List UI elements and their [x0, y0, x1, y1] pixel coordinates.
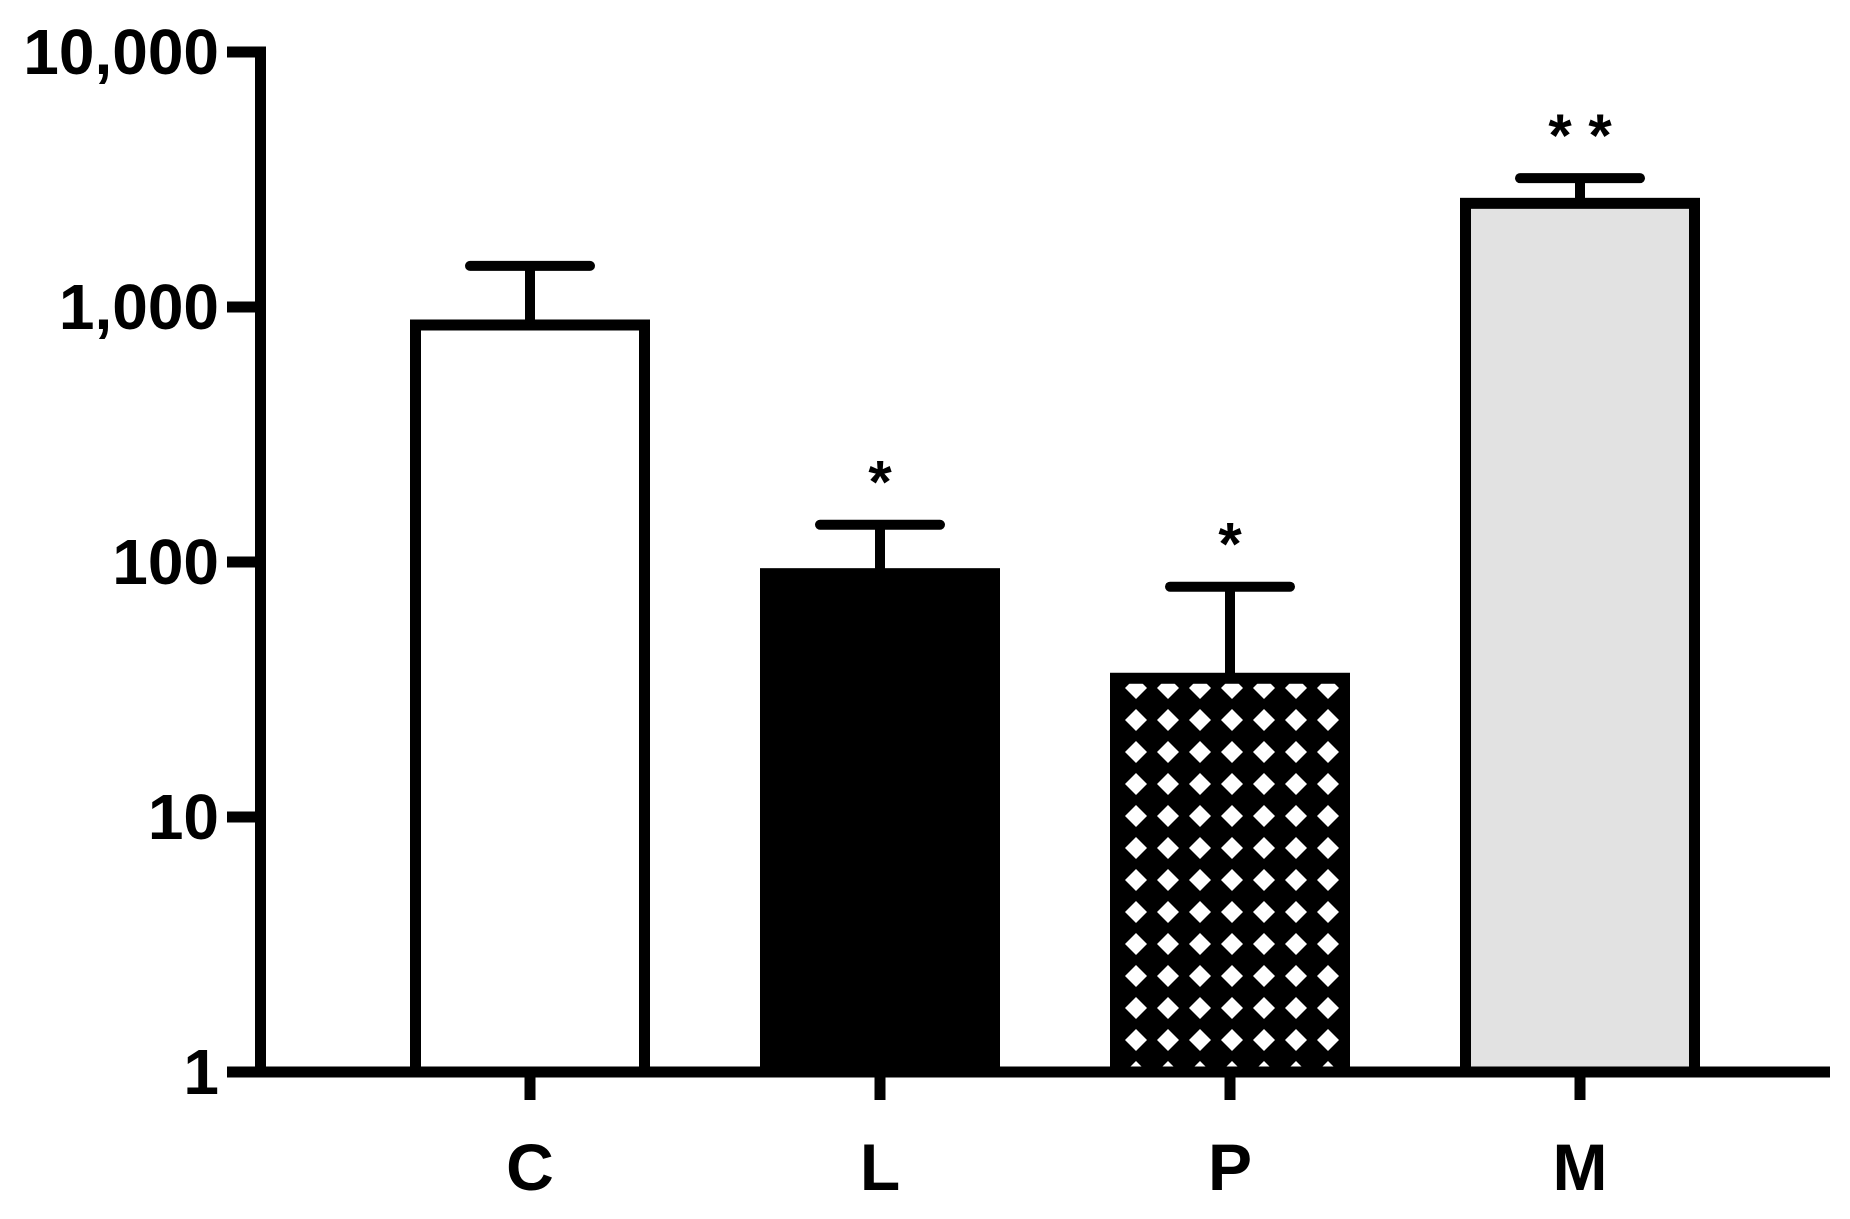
- y-tick-label-100: 100: [112, 526, 219, 598]
- y-tick-label-10: 10: [148, 781, 219, 853]
- x-tick-label-p: P: [1208, 1130, 1252, 1204]
- bars-layer: [410, 197, 1700, 1078]
- y-tick-label-1: 1: [183, 1036, 219, 1108]
- y-tick-label-1000: 1,000: [59, 271, 219, 343]
- x-tick-label-m: M: [1553, 1130, 1608, 1204]
- significance-label-p: *: [1218, 511, 1242, 578]
- labels-layer: C L * P * M * * 1 10 100 1,000 10,000: [23, 16, 1612, 1204]
- axes-layer: [227, 46, 1830, 1100]
- y-tick-label-10000: 10,000: [23, 16, 219, 88]
- bar-p: [1110, 672, 1350, 1078]
- x-tick-label-c: C: [506, 1130, 554, 1204]
- x-tick-label-l: L: [860, 1130, 900, 1204]
- bar-m: [1460, 197, 1700, 1078]
- significance-label-l: *: [868, 449, 892, 516]
- significance-label-m: * *: [1548, 102, 1612, 169]
- bar-c: [410, 319, 650, 1078]
- bar-l: [760, 568, 1000, 1078]
- error-bars-layer: [465, 173, 1645, 679]
